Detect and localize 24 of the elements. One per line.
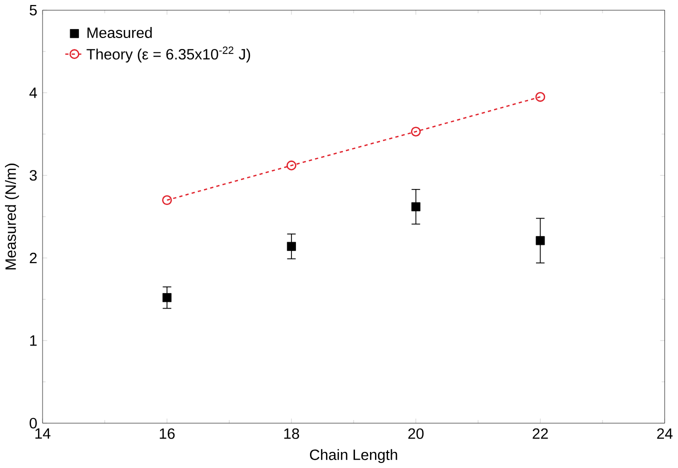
y-tick-label: 0 bbox=[30, 418, 37, 428]
point bbox=[536, 236, 545, 246]
y-tick-label: 1 bbox=[30, 335, 37, 346]
y-tick-label: 5 bbox=[30, 4, 37, 16]
x-tick-label: 18 bbox=[284, 428, 300, 439]
point bbox=[411, 202, 420, 212]
y-tick-label: 4 bbox=[29, 88, 37, 98]
x-tick-label: 16 bbox=[160, 428, 175, 439]
point bbox=[535, 92, 546, 102]
point bbox=[162, 195, 172, 206]
legend-label: Theory (ε = 6.35x10$^{-22}$ J) bbox=[86, 46, 250, 62]
point bbox=[286, 160, 296, 170]
x-axis-title: Chain Length bbox=[310, 449, 398, 464]
x-tick-label: 14 bbox=[35, 428, 50, 439]
y-tick-label: 3 bbox=[30, 170, 37, 181]
x-tick-label: 20 bbox=[408, 428, 424, 439]
x-tick-label: 24 bbox=[657, 428, 673, 439]
legend-label: Measured bbox=[88, 27, 152, 38]
point bbox=[162, 293, 172, 302]
y-axis-title: Measured (N/m) bbox=[4, 164, 19, 270]
y-tick-label: 2 bbox=[30, 252, 37, 264]
point bbox=[410, 126, 421, 137]
x-tick-label: 22 bbox=[532, 428, 548, 439]
point bbox=[286, 242, 296, 251]
